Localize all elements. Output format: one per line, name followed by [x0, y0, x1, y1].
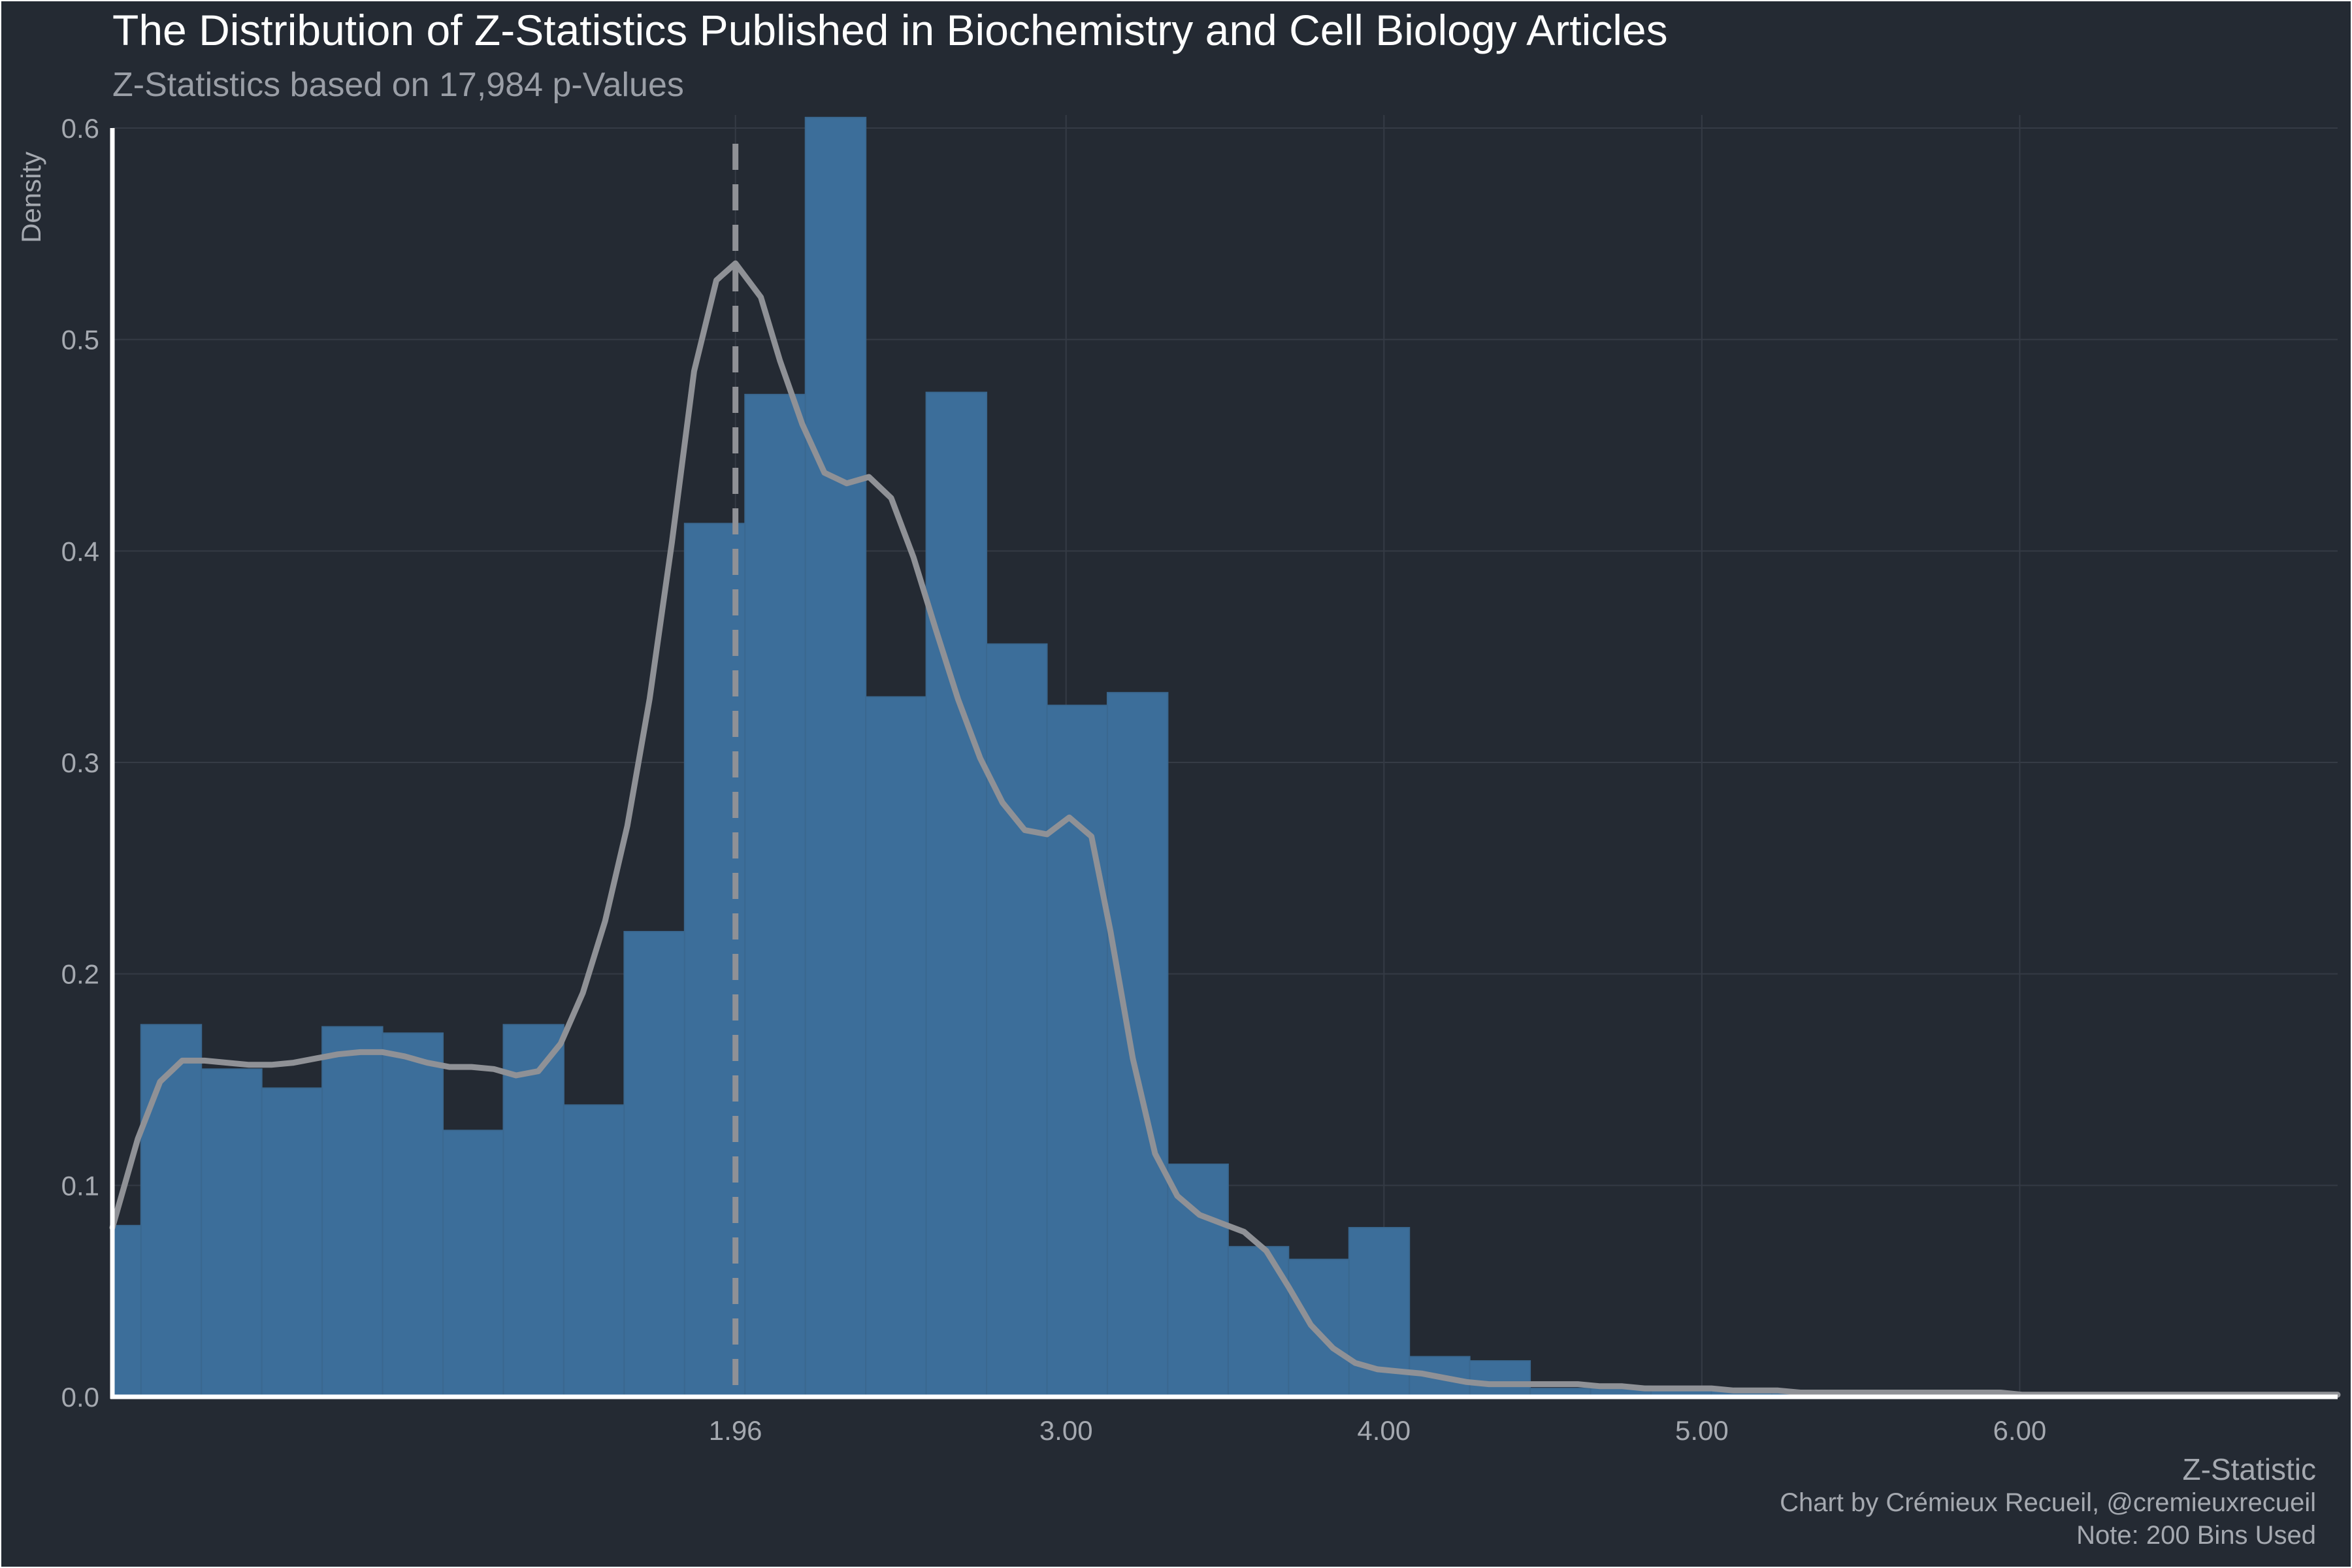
y-tick-label-2: 0.2 [61, 959, 99, 990]
x-tick-label-2: 4.00 [1357, 1415, 1411, 1446]
histogram-bar-0 [112, 1224, 142, 1397]
y-tick-label-1: 0.1 [61, 1170, 99, 1201]
chart-subtitle: Z-Statistics based on 17,984 p-Values [112, 66, 684, 104]
histogram-bar-2 [201, 1068, 263, 1397]
histogram-bar-3 [261, 1087, 323, 1397]
histogram-bar-14 [925, 391, 988, 1397]
density-curve-layer [109, 260, 2341, 1398]
caption-note: Note: 200 Bins Used [2076, 1521, 2316, 1550]
histogram-bar-5 [382, 1032, 444, 1397]
x-tick-label-3: 5.00 [1675, 1415, 1729, 1446]
axis-layer [110, 128, 2338, 1399]
x-tick-label-4: 6.00 [1993, 1415, 2047, 1446]
histogram-bar-20 [1288, 1258, 1350, 1398]
y-tick-label-0: 0.0 [61, 1382, 99, 1413]
histogram-bar-11 [744, 393, 806, 1398]
bars-layer [112, 116, 2316, 1398]
y-axis-label: Density [16, 152, 46, 243]
y-tick-label-5: 0.5 [61, 325, 99, 355]
x-axis-label: Z-Statistic [2182, 1452, 2316, 1486]
x-tick-label-0: 1.96 [709, 1415, 762, 1446]
x-tick-labels: 1.96 3.00 4.00 5.00 6.00 [709, 1415, 2046, 1446]
caption-credit: Chart by Crémieux Recueil, @cremieuxrecu… [1780, 1488, 2316, 1517]
chart-title: The Distribution of Z-Statistics Publish… [112, 6, 1668, 54]
histogram-bar-6 [442, 1130, 504, 1398]
y-tick-label-3: 0.3 [61, 747, 99, 778]
histogram-bar-12 [804, 116, 867, 1398]
x-tick-label-1: 3.00 [1039, 1415, 1093, 1446]
histogram-bar-13 [865, 696, 927, 1397]
y-tick-label-4: 0.4 [61, 536, 99, 566]
density-curve [109, 260, 2341, 1398]
histogram-bar-18 [1167, 1163, 1229, 1397]
histogram-bar-7 [502, 1024, 564, 1397]
histogram-bar-8 [563, 1104, 625, 1397]
y-tick-labels: 0.0 0.1 0.2 0.3 0.4 0.5 0.6 [61, 113, 99, 1413]
histogram-bar-23 [1469, 1360, 1531, 1397]
histogram-bar-15 [986, 643, 1048, 1397]
histogram-bar-17 [1106, 692, 1169, 1397]
histogram-bar-16 [1046, 704, 1108, 1397]
histogram-bar-4 [321, 1026, 384, 1398]
histogram-bar-9 [623, 930, 685, 1397]
y-tick-label-6: 0.6 [61, 113, 99, 144]
histogram-bar-1 [140, 1024, 203, 1397]
